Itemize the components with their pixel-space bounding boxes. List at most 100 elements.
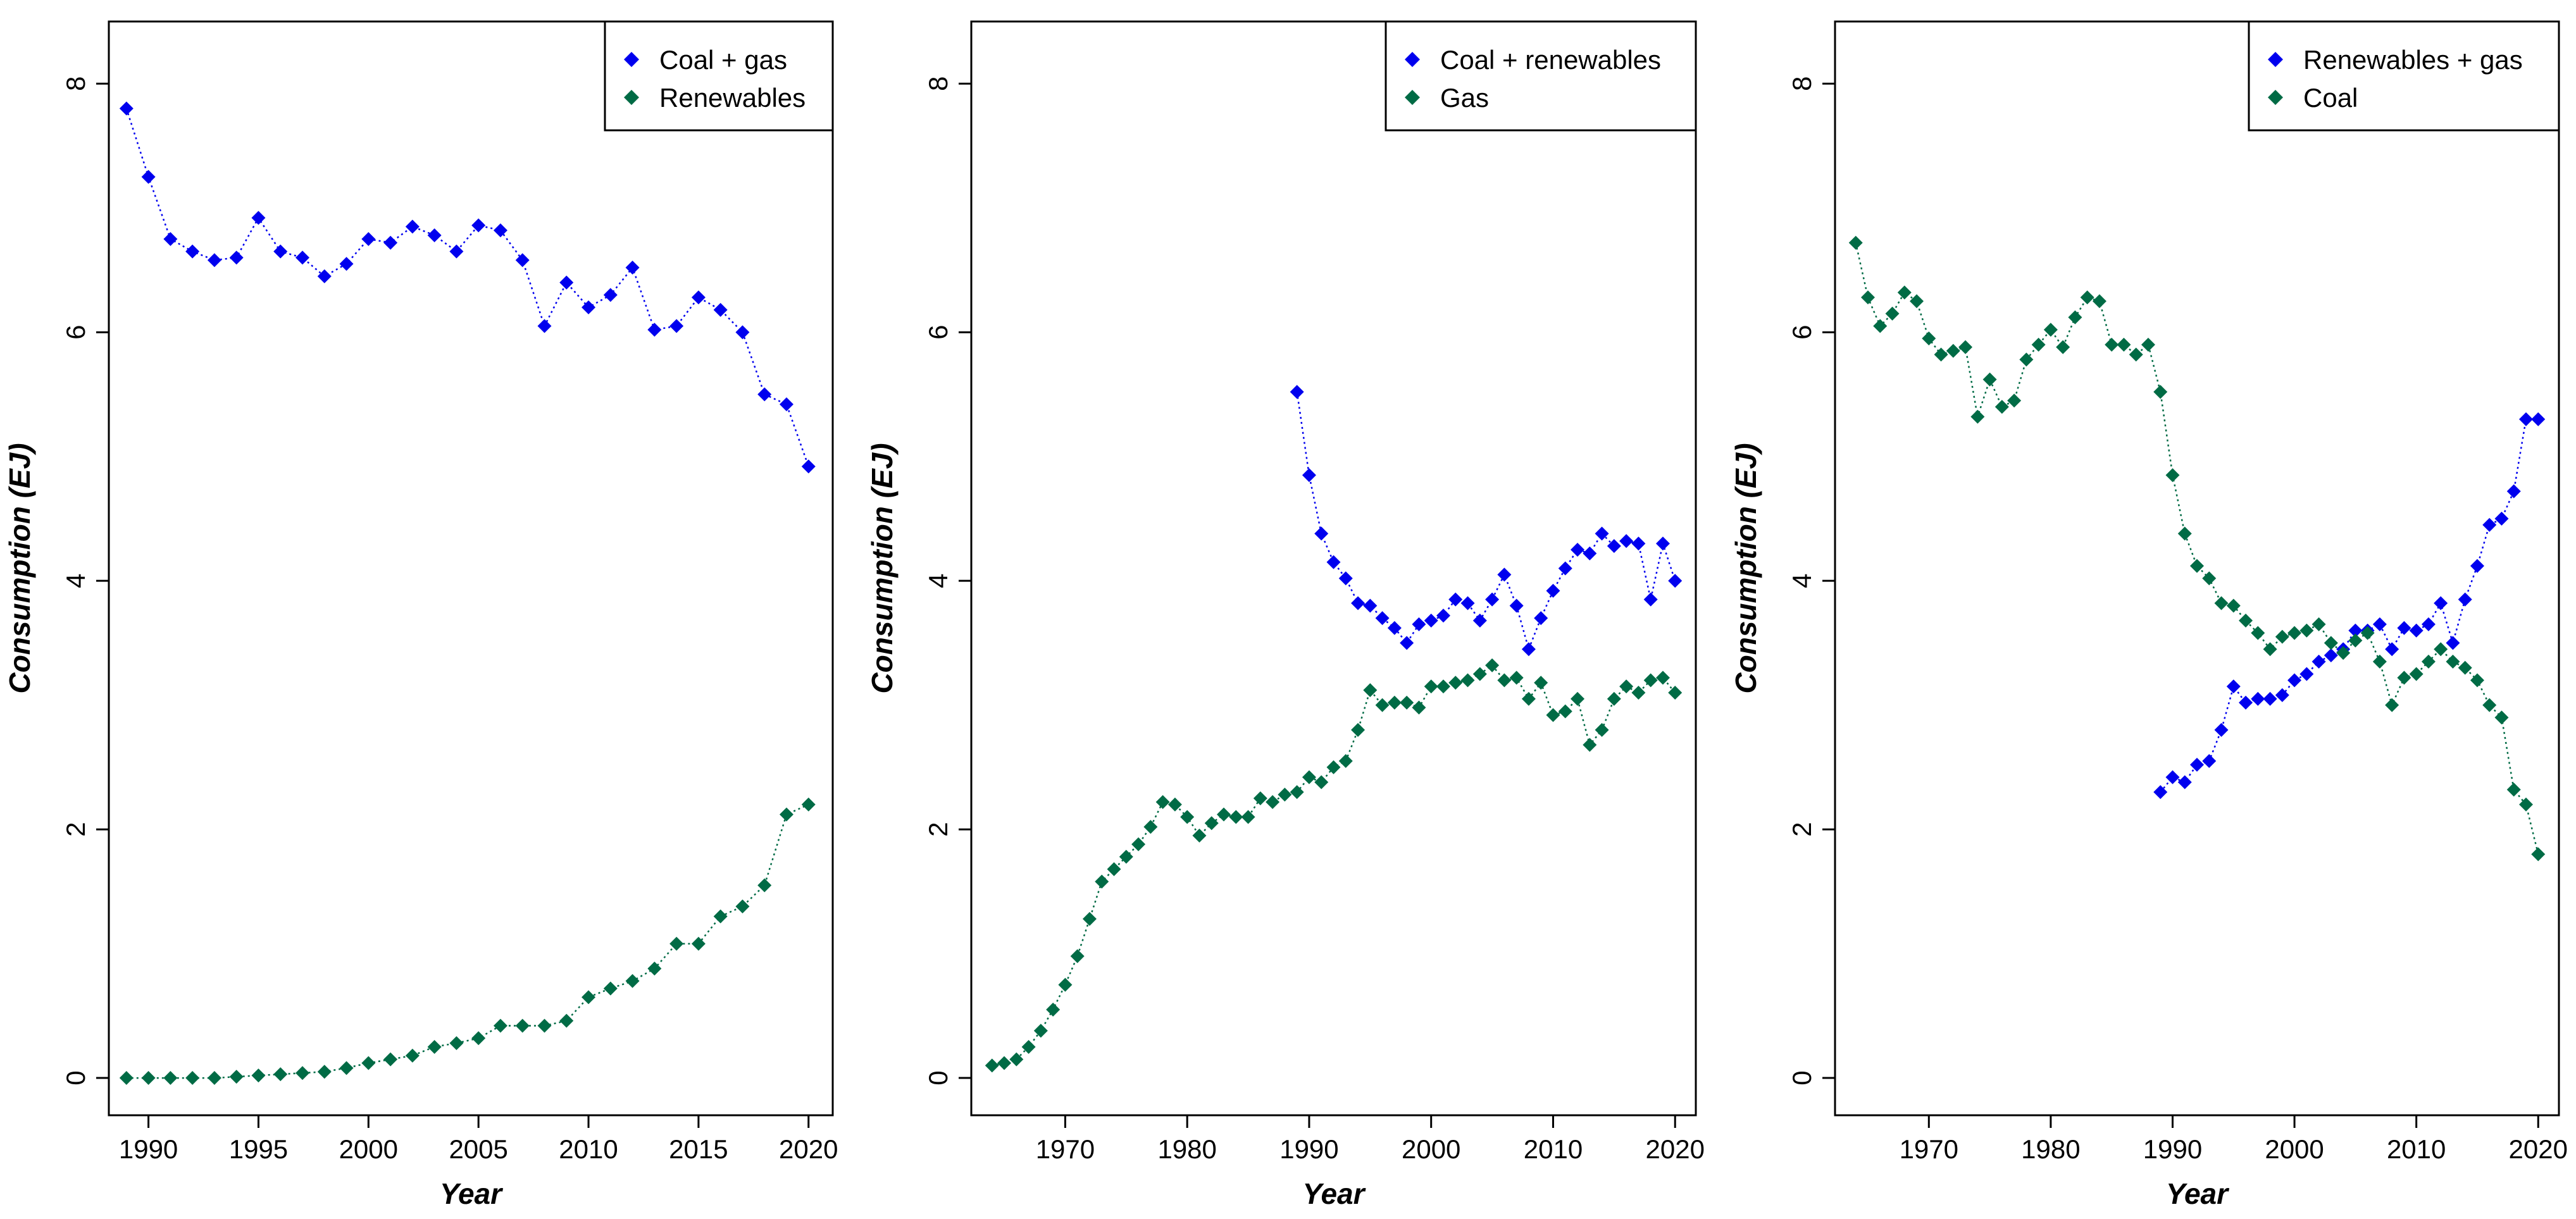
x-tick-label: 2020 [1646, 1134, 1705, 1164]
data-point [559, 1013, 574, 1028]
legend: Renewables + gas Coal [2248, 20, 2560, 132]
data-point [1143, 820, 1158, 834]
data-point [1607, 691, 1621, 706]
x-tick-label: 1980 [2021, 1134, 2080, 1164]
data-point [1217, 807, 1231, 822]
data-point [2519, 797, 2533, 812]
data-point [2239, 695, 2253, 710]
y-tick-label: 4 [1787, 573, 1817, 588]
data-point [2348, 633, 2363, 648]
data-point [1180, 810, 1195, 824]
data-point [2043, 323, 2058, 337]
data-point [1119, 850, 1133, 864]
data-point [2385, 642, 2399, 657]
data-point [2494, 710, 2509, 725]
data-point [361, 1056, 376, 1070]
data-point [493, 1018, 507, 1033]
data-point [295, 1066, 309, 1080]
data-point [427, 1039, 442, 1054]
data-point [1546, 708, 1560, 722]
y-tick-label: 4 [923, 573, 953, 588]
data-point [2092, 294, 2106, 309]
data-point [2494, 511, 2509, 526]
legend: Coal + renewables Gas [1384, 20, 1697, 132]
data-point [1266, 795, 1280, 809]
data-point [1107, 862, 1121, 876]
data-point [537, 1018, 552, 1033]
chart-panel-1: 1990 1995 2000 2005 2010 2015 2020 0 2 4 6 8 Year Con… [3, 20, 838, 1210]
data-point [1058, 977, 1073, 992]
data-point [1448, 676, 1463, 690]
data-point [1326, 760, 1341, 774]
data-point [2226, 598, 2241, 613]
data-point [1934, 347, 1948, 362]
data-point [1412, 700, 1426, 715]
data-point [1643, 592, 1658, 607]
data-point [669, 936, 684, 951]
data-point [1375, 698, 1390, 712]
data-point [339, 257, 354, 271]
data-point [625, 261, 640, 275]
data-point [1241, 810, 1255, 824]
data-point [2409, 667, 2424, 681]
series-line [1296, 392, 1676, 652]
data-point [1558, 561, 1572, 576]
chart-panel-2: 1970 1980 1990 2000 2010 2020 0 2 4 6 8 Year Consump… [866, 20, 1705, 1210]
legend-marker [624, 52, 639, 67]
data-point [207, 253, 221, 268]
data-point [1363, 598, 1378, 613]
x-tick-label: 2015 [669, 1134, 728, 1164]
data-point [1558, 704, 1572, 719]
legend-label: Coal + renewables [1440, 45, 1661, 75]
data-point [471, 1031, 486, 1046]
x-tick-label: 2010 [559, 1134, 618, 1164]
data-point [1970, 409, 1985, 424]
data-point [559, 275, 574, 290]
data-point [1204, 816, 1219, 831]
y-tick-label: 6 [923, 325, 953, 340]
data-point [1595, 722, 1609, 737]
data-point [1848, 235, 1863, 250]
legend-marker [624, 90, 639, 105]
y-tick-label: 0 [1787, 1070, 1817, 1085]
data-point [603, 288, 618, 302]
data-point [1595, 526, 1609, 541]
data-point [1314, 775, 1329, 789]
data-point [1583, 738, 1597, 752]
data-point [2470, 559, 2484, 573]
x-tick-label: 1970 [1900, 1134, 1958, 1164]
data-point [1607, 539, 1621, 554]
y-tick-label: 8 [61, 77, 90, 91]
data-point [801, 459, 816, 474]
data-point [1400, 636, 1414, 650]
data-point [361, 232, 376, 246]
data-point [2446, 636, 2460, 650]
data-point [1571, 691, 1585, 706]
data-point [1861, 290, 1875, 305]
data-point [2165, 468, 2180, 483]
series-1 [1290, 385, 1683, 657]
data-point [427, 228, 442, 242]
data-point [1278, 788, 1292, 802]
data-point [1619, 679, 1634, 694]
data-point [1387, 695, 1402, 710]
data-point [1982, 372, 1997, 387]
data-point [251, 1068, 266, 1083]
data-point [2385, 698, 2399, 712]
data-point [2482, 698, 2497, 712]
data-point [1046, 1002, 1061, 1017]
series-2 [1848, 235, 2546, 862]
plot-frame [970, 20, 1697, 1117]
data-point [1885, 306, 1900, 321]
data-point [647, 323, 662, 337]
x-tick-label: 2005 [449, 1134, 507, 1164]
chart-panel-3: 1970 1980 1990 2000 2010 2020 0 2 4 6 8 Year Consump… [1729, 20, 2568, 1210]
data-point [669, 319, 684, 333]
data-point [1668, 685, 1683, 700]
data-point [757, 878, 772, 893]
data-point [1021, 1039, 1036, 1054]
x-tick-label: 2010 [2387, 1134, 2446, 1164]
data-point [2153, 785, 2168, 800]
data-point [2263, 691, 2277, 706]
data-point [2105, 337, 2119, 352]
